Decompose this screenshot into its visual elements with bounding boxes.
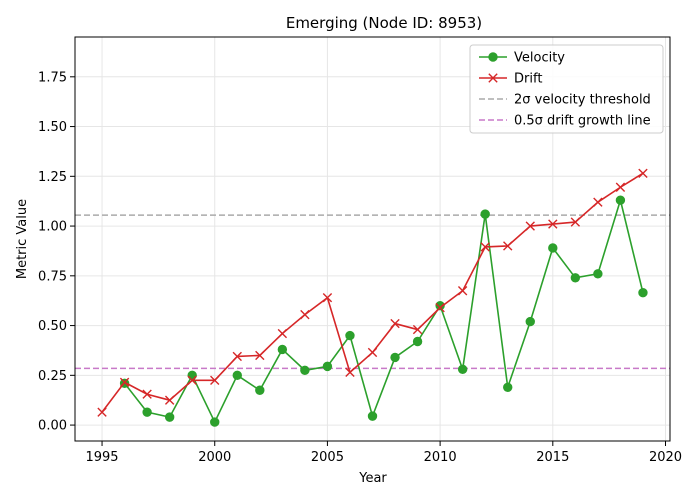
grid — [75, 37, 670, 441]
y-tick-label: 1.00 — [38, 220, 67, 235]
data-point — [593, 197, 603, 207]
data-point — [232, 351, 242, 362]
data-point — [277, 344, 288, 355]
x-tick-label: 2000 — [198, 450, 231, 465]
data-point — [525, 221, 535, 231]
reference-lines — [75, 214, 670, 370]
series-line — [123, 197, 644, 424]
data-point — [232, 370, 242, 381]
legend-label: 2σ velocity threshold — [514, 93, 651, 108]
data-point — [615, 182, 626, 192]
data-point — [435, 300, 445, 311]
data-point — [367, 411, 378, 421]
data-point — [300, 309, 310, 320]
data-point — [322, 361, 333, 372]
legend-item: Velocity — [479, 51, 565, 66]
y-tick-label: 0.50 — [38, 319, 67, 334]
x-axis: 1995 2000 2005 2010 2015 2020 — [85, 441, 682, 465]
y-axis-label: Metric Value — [15, 199, 30, 279]
x-tick-label: 2010 — [424, 450, 457, 465]
data-point — [142, 389, 152, 399]
data-point — [97, 407, 107, 417]
legend-item: Drift — [479, 72, 542, 87]
chart-title: Emerging (Node ID: 8953) — [286, 14, 482, 32]
legend: Velocity Drift 2σ velocity threshold 0.5σ d… — [469, 44, 664, 134]
data-point — [548, 219, 558, 229]
series-layer — [97, 168, 648, 427]
x-tick-label: 2005 — [311, 450, 344, 465]
data-point — [412, 324, 423, 335]
data-point — [390, 318, 400, 329]
data-point — [210, 417, 220, 427]
data-point — [638, 168, 648, 179]
data-point — [345, 367, 355, 378]
legend-box — [469, 44, 664, 134]
data-point — [322, 293, 333, 303]
data-point — [457, 286, 468, 296]
data-point — [142, 407, 152, 417]
data-point — [570, 217, 581, 227]
plot-frame — [74, 36, 671, 442]
legend-item: 0.5σ drift growth line — [479, 114, 651, 129]
data-point — [615, 195, 626, 205]
data-point — [345, 330, 355, 341]
data-point — [435, 302, 445, 313]
y-tick-label: 0.75 — [38, 269, 67, 284]
data-point — [390, 352, 400, 363]
data-point — [503, 382, 513, 392]
data-point — [164, 395, 175, 405]
data-point — [367, 347, 378, 358]
data-point — [488, 52, 498, 62]
y-tick-label: 1.50 — [38, 120, 67, 135]
data-point — [210, 375, 220, 385]
data-point — [255, 350, 265, 361]
x-tick-label: 2015 — [536, 450, 569, 465]
data-point — [412, 336, 423, 347]
data-point — [488, 73, 498, 83]
data-point — [503, 241, 513, 251]
data-point — [187, 375, 197, 385]
data-point — [119, 377, 130, 387]
y-axis: 0.00 0.25 0.50 0.75 1.00 1.25 1.50 1.75 — [38, 70, 75, 434]
legend-label: Velocity — [514, 51, 565, 66]
data-point — [593, 269, 603, 279]
legend-item: 2σ velocity threshold — [479, 93, 651, 108]
y-tick-label: 1.75 — [38, 70, 67, 85]
x-tick-label: 2020 — [649, 450, 682, 465]
data-point — [570, 273, 581, 283]
series-drift — [97, 168, 648, 417]
legend-label: 0.5σ drift growth line — [514, 114, 651, 129]
y-tick-label: 0.00 — [38, 419, 67, 434]
x-axis-label: Year — [358, 471, 387, 486]
data-point — [480, 242, 490, 252]
data-point — [277, 328, 288, 339]
data-point — [164, 412, 175, 422]
series-velocity — [119, 195, 648, 427]
data-point — [525, 316, 535, 327]
x-tick-label: 1995 — [85, 450, 118, 465]
y-tick-label: 1.25 — [38, 170, 67, 185]
legend-label: Drift — [514, 72, 542, 87]
y-tick-label: 0.25 — [38, 369, 67, 384]
data-point — [457, 364, 468, 375]
data-point — [638, 288, 648, 298]
data-point — [548, 243, 558, 253]
data-point — [300, 365, 310, 376]
data-point — [255, 385, 265, 395]
data-point — [480, 209, 490, 219]
